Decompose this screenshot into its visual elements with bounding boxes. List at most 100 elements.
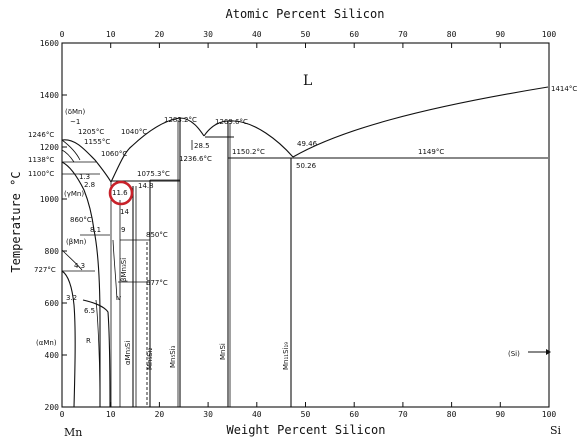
label-alpha-mn: (αMn) xyxy=(36,339,57,347)
top-tick-label: 0 xyxy=(60,30,65,39)
left-tick-label: 600 xyxy=(45,299,60,308)
bottom-tick-label: 20 xyxy=(155,410,165,419)
r-phase-boundary xyxy=(95,299,101,408)
liquidus-si-side xyxy=(292,86,549,158)
bottom-tick-label: 90 xyxy=(495,410,505,419)
top-tick-label: 40 xyxy=(252,30,262,39)
left-tick-label: 1600 xyxy=(40,39,59,48)
left-tick-label: 1000 xyxy=(40,195,59,204)
label-alpha-mn3si: αMn₃Si xyxy=(124,341,132,365)
label-mnsi: MnSi xyxy=(219,343,227,360)
label-1236: 1236.6°C xyxy=(179,155,212,163)
delta-to-gamma xyxy=(61,149,75,163)
label-4-3: 4.3 xyxy=(74,262,85,270)
top-tick-label: 100 xyxy=(542,30,557,39)
label-1149: 1149°C xyxy=(418,148,444,156)
element-mn: Mn xyxy=(64,426,82,438)
label-8-1: 8.1 xyxy=(90,226,101,234)
label-gamma-mn: (γMn) xyxy=(64,190,84,198)
label-1100: 1100°C xyxy=(28,170,54,178)
top-axis-ticks: 0 10 20 30 40 50 60 70 80 90 100 xyxy=(60,30,557,48)
top-tick-label: 30 xyxy=(203,30,213,39)
label-approx1: ~1 xyxy=(70,118,80,126)
bottom-tick-label: 30 xyxy=(203,410,213,419)
bottom-tick-label: 70 xyxy=(398,410,408,419)
bottom-tick-label: 0 xyxy=(60,410,65,419)
label-1155: 1155°C xyxy=(84,138,110,146)
label-1150: 1150.2°C xyxy=(232,148,265,156)
element-si: Si xyxy=(550,424,562,437)
label-2-8: 2.8 xyxy=(84,181,95,189)
label-6-5: 6.5 xyxy=(84,307,95,315)
bottom-tick-label: 100 xyxy=(542,410,557,419)
label-delta-mn: (δMn) xyxy=(65,108,85,116)
top-tick-label: 50 xyxy=(301,30,311,39)
bottom-tick-label: 80 xyxy=(447,410,457,419)
left-axis-ticks: 200 400 600 800 1000 1200 1400 1600 xyxy=(40,39,67,412)
beta-mn-left xyxy=(61,270,76,408)
top-tick-label: 90 xyxy=(495,30,505,39)
label-mn5si3: Mn₅Si₃ xyxy=(169,345,177,368)
label-1269: 1269.6°C xyxy=(215,118,248,126)
label-727: 727°C xyxy=(34,266,56,274)
label-9: 9 xyxy=(121,226,125,234)
mn-top-curve xyxy=(61,139,81,161)
top-tick-label: 10 xyxy=(106,30,116,39)
label-mn5si2: Mn₅Si₂ xyxy=(146,347,154,370)
label-v: v xyxy=(117,294,121,302)
liquidus-mn5si3-mnsi xyxy=(203,120,294,158)
bottom-tick-label: 50 xyxy=(301,410,311,419)
bottom-axis-title: Weight Percent Silicon xyxy=(227,423,386,437)
label-1075: 1075.3°C xyxy=(137,170,170,178)
label-beta-mn: (βMn) xyxy=(66,238,87,246)
label-860: 860°C xyxy=(70,216,92,224)
left-tick-label: 400 xyxy=(45,351,60,360)
label-1040: 1040°C xyxy=(121,128,147,136)
gamma-mn-boundary xyxy=(61,161,95,231)
beta-mn-right xyxy=(93,229,101,407)
top-tick-label: 60 xyxy=(349,30,359,39)
top-tick-label: 80 xyxy=(447,30,457,39)
left-tick-label: 200 xyxy=(45,403,60,412)
label-1414: 1414°C xyxy=(551,85,577,93)
label-850: 850°C xyxy=(146,231,168,239)
liquidus-mn-side xyxy=(61,139,112,183)
beta-mn-solvus xyxy=(61,249,83,271)
label-1283: 1283.2°C xyxy=(164,116,197,124)
liquidus-mn3si xyxy=(110,117,205,183)
label-11-6: 11.6 xyxy=(112,189,128,197)
label-r: R xyxy=(86,337,91,345)
left-tick-label: 800 xyxy=(45,247,60,256)
label-1060: 1060°C xyxy=(101,150,127,158)
bottom-axis-ticks: 0 10 20 30 40 50 60 70 80 90 100 xyxy=(60,402,557,419)
plot-frame xyxy=(61,42,550,408)
top-tick-label: 70 xyxy=(398,30,408,39)
label-50-26: 50.26 xyxy=(296,162,317,170)
label-si-phase: (Si) xyxy=(508,350,520,358)
v-phase-line xyxy=(112,239,118,301)
label-1246: 1246°C xyxy=(28,131,54,139)
label-14-8: 14.8 xyxy=(138,182,154,190)
left-axis-title: Temperature °C xyxy=(9,171,23,272)
label-677: 677°C xyxy=(146,279,168,287)
label-1205: 1205°C xyxy=(78,128,104,136)
label-49-46: 49.46 xyxy=(297,140,318,148)
label-1-3: 1.3 xyxy=(79,173,90,181)
top-axis-title: Atomic Percent Silicon xyxy=(226,7,385,21)
top-tick-label: 20 xyxy=(155,30,165,39)
label-beta-mn3si: βMn₃Si xyxy=(120,258,128,282)
bottom-tick-label: 10 xyxy=(106,410,116,419)
si-arrow-head xyxy=(546,349,551,355)
left-tick-label: 1200 xyxy=(40,143,59,152)
label-mn11si19: Mn₁₁Si₁₉ xyxy=(282,342,290,370)
bottom-tick-label: 60 xyxy=(349,410,359,419)
left-tick-label: 1400 xyxy=(40,91,59,100)
label-28-5: 28.5 xyxy=(194,142,210,150)
bottom-tick-label: 40 xyxy=(252,410,262,419)
label-1138: 1138°C xyxy=(28,156,54,164)
label-14: 14 xyxy=(120,208,129,216)
highlight-circle xyxy=(108,180,134,206)
liquid-phase-label: L xyxy=(303,73,312,89)
alpha-mn-boundary xyxy=(82,299,111,408)
